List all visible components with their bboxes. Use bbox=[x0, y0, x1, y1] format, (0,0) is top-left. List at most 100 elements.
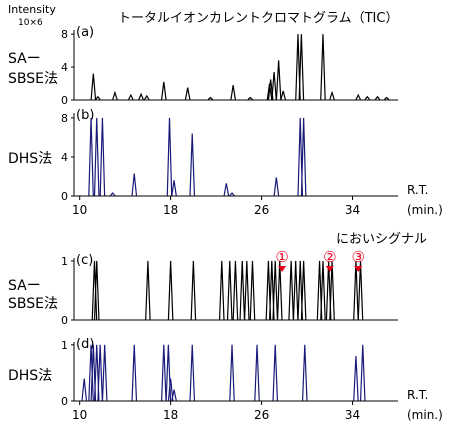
chromatogram-peak bbox=[239, 260, 246, 320]
chromatogram-peak bbox=[292, 260, 299, 320]
chromatogram-peak bbox=[266, 83, 273, 100]
odor-signal-marker: ② bbox=[323, 248, 337, 272]
panel-label: (b) bbox=[76, 108, 94, 123]
chromatogram-peak bbox=[88, 117, 94, 196]
chromatogram-peak bbox=[144, 94, 150, 100]
x-tick-label: 26 bbox=[254, 408, 269, 422]
y-tick-label: 1 bbox=[61, 255, 68, 268]
y-tick-label: 4 bbox=[61, 61, 68, 74]
chromatogram-peak bbox=[275, 60, 282, 100]
chromatogram-peak bbox=[207, 96, 214, 100]
chromatogram-peak bbox=[171, 389, 177, 401]
marker-arrow-icon bbox=[278, 266, 287, 272]
chromatogram-peak bbox=[91, 260, 98, 320]
y-tick-label: 8 bbox=[61, 28, 68, 41]
chromatogram-peak bbox=[184, 87, 191, 100]
chromatogram-peak bbox=[288, 260, 294, 320]
chromatogram-peak bbox=[298, 34, 305, 100]
chromatogram-peak bbox=[229, 344, 235, 401]
chromatogram-peak bbox=[99, 117, 106, 196]
chromatogram-peak bbox=[138, 92, 144, 100]
chromatogram-peak bbox=[190, 260, 197, 320]
chromatogram-peak bbox=[374, 95, 381, 100]
chromatogram-peak bbox=[280, 90, 286, 100]
chromatogram-peak bbox=[81, 378, 88, 401]
unit-label: (min.) bbox=[407, 203, 443, 217]
x-tick-label: 26 bbox=[254, 203, 269, 217]
chromatogram-peak bbox=[128, 93, 134, 100]
panel-label: (c) bbox=[76, 253, 93, 268]
chromatogram-peak bbox=[97, 344, 103, 401]
odor-signal-title: においシグナル bbox=[336, 232, 427, 247]
marker-arrow-icon bbox=[354, 266, 363, 272]
chromatogram-peak bbox=[272, 260, 279, 320]
odor-signal-number: ③ bbox=[351, 248, 364, 266]
chromatogram-peak bbox=[244, 260, 250, 320]
panel-label: (a) bbox=[76, 25, 94, 40]
chromatogram-peak bbox=[320, 260, 326, 320]
chromatogram-peak bbox=[131, 344, 138, 401]
chromatogram-peak bbox=[161, 344, 167, 401]
chromatogram-peak bbox=[300, 260, 307, 320]
x-tick-label: 34 bbox=[345, 203, 360, 217]
chromatogram-peak bbox=[364, 95, 370, 100]
y-axis-scale: 10×6 bbox=[18, 18, 43, 28]
chromatogram-peak bbox=[249, 260, 256, 320]
chromatogram-peak bbox=[167, 378, 174, 401]
y-tick-label: 0 bbox=[61, 94, 68, 107]
chromatogram-peak bbox=[223, 183, 230, 196]
y-axis-label: Intensity bbox=[8, 3, 56, 16]
y-tick-label: 0 bbox=[61, 190, 68, 203]
chromatogram-peak bbox=[357, 260, 364, 320]
chromatogram-peak bbox=[230, 85, 236, 100]
chromatogram-peak bbox=[254, 344, 260, 401]
chromatogram-peak bbox=[247, 96, 253, 100]
chromatogram-peak bbox=[95, 95, 101, 100]
odor-signal-number: ① bbox=[275, 248, 288, 266]
series-label: DHS法 bbox=[8, 151, 52, 167]
chromatogram-peak bbox=[171, 180, 177, 196]
chromatogram-peak bbox=[166, 117, 173, 196]
rt-label: R.T. bbox=[407, 183, 428, 197]
chromatogram-peak bbox=[226, 260, 233, 320]
panel-a: 8 4 0 (a) SAー SBSE法 bbox=[8, 25, 398, 107]
x-tick-label: 10 bbox=[72, 203, 87, 217]
chromatogram-peak bbox=[110, 192, 116, 196]
panel-b: 8 4 0 (b) DHS法 10 18 26 34 R.T. (min.) bbox=[8, 108, 443, 217]
x-tick-label: 34 bbox=[345, 408, 360, 422]
chromatogram-peak bbox=[161, 81, 167, 100]
chromatogram-peak bbox=[300, 117, 307, 196]
chromatogram-peak bbox=[320, 34, 326, 100]
chromatogram-peak bbox=[131, 173, 138, 196]
x-tick-label: 18 bbox=[163, 203, 178, 217]
chromatogram-peak bbox=[165, 344, 172, 401]
unit-label: (min.) bbox=[407, 408, 443, 422]
chromatogram-peak bbox=[218, 260, 225, 320]
series-label: DHS法 bbox=[8, 368, 52, 384]
chromatogram-peak bbox=[189, 133, 196, 196]
series-label: SAー bbox=[8, 51, 41, 67]
y-tick-label: 4 bbox=[61, 151, 68, 164]
y-tick-label: 0 bbox=[61, 395, 68, 408]
chromatogram-peak bbox=[301, 344, 308, 401]
y-tick-label: 0 bbox=[61, 314, 68, 327]
chromatogram-peak bbox=[145, 260, 151, 320]
chromatogram-peak bbox=[93, 117, 100, 196]
chromatogram-peak bbox=[88, 344, 94, 401]
x-tick-label: 18 bbox=[163, 408, 178, 422]
panel-c: 1 0 (c) SAー SBSE法 ① ② ③ bbox=[8, 248, 398, 327]
series-label: SBSE法 bbox=[8, 71, 58, 87]
chromatogram-peak bbox=[90, 73, 97, 100]
chromatogram-peak bbox=[232, 260, 239, 320]
chromatogram-peak bbox=[355, 93, 361, 100]
rt-label: R.T. bbox=[407, 388, 428, 402]
chromatogram-peak bbox=[359, 344, 366, 401]
chromatogram-peak bbox=[276, 260, 283, 320]
odor-signal-marker: ③ bbox=[351, 248, 365, 272]
panel-label: (d) bbox=[76, 337, 94, 352]
chromatogram-peak bbox=[189, 344, 196, 401]
chromatogram-peak bbox=[93, 260, 100, 320]
chromatogram-peak bbox=[271, 71, 277, 100]
